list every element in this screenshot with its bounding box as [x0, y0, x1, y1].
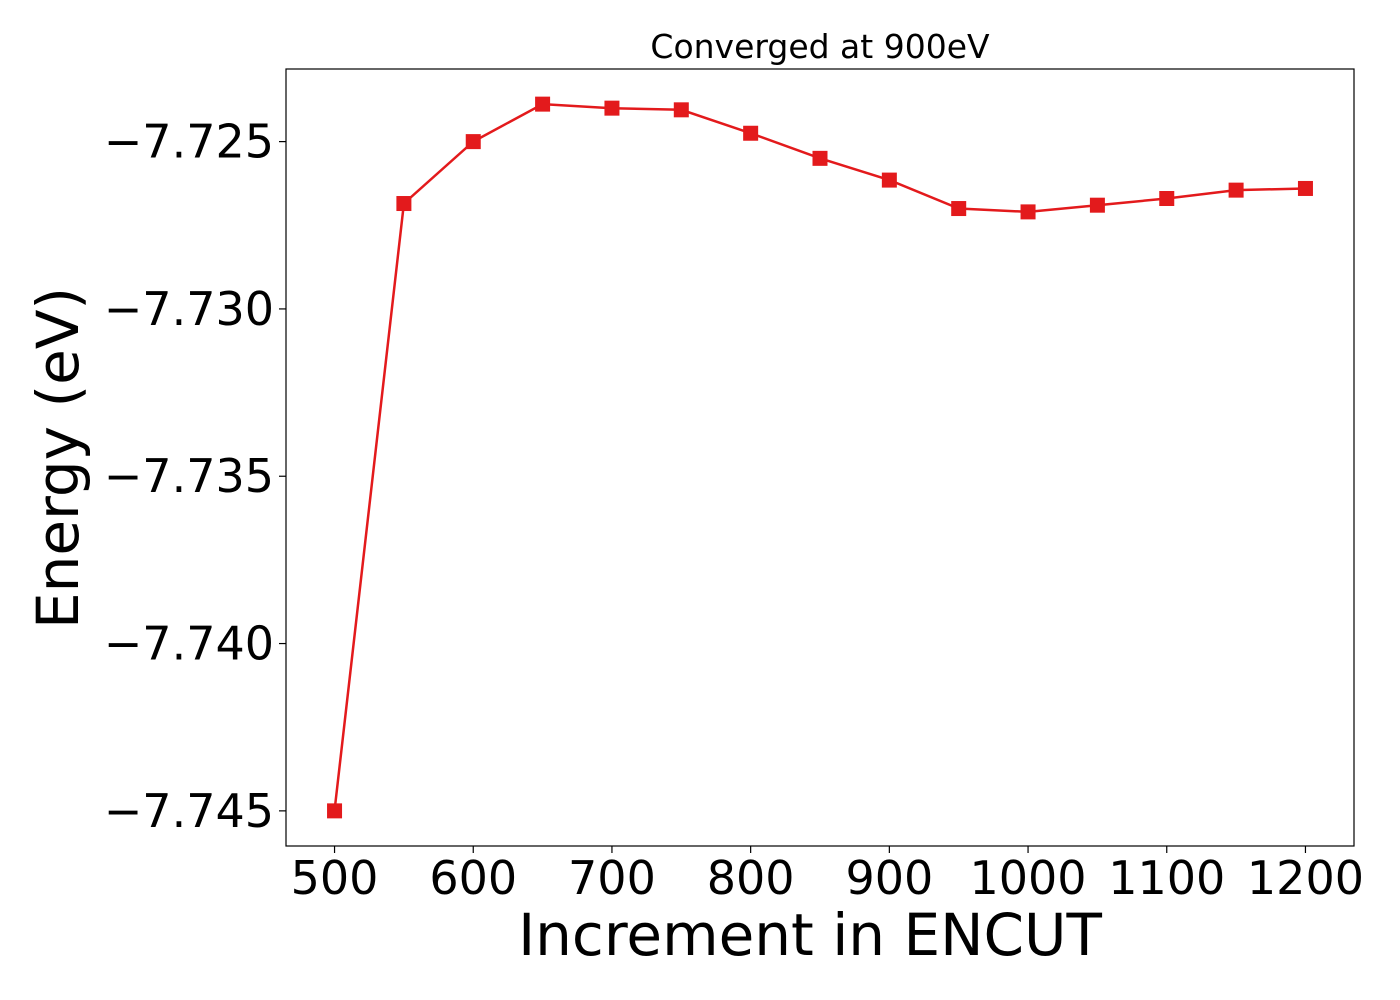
- y-tick-label: −7.725: [104, 115, 274, 169]
- chart-title: Converged at 900eV: [650, 27, 990, 66]
- data-point: [396, 196, 412, 212]
- data-point: [881, 172, 897, 188]
- data-point: [465, 134, 481, 150]
- data-point: [1020, 204, 1036, 220]
- x-tick-label: 1200: [1247, 851, 1364, 905]
- y-tick-label: −7.735: [104, 449, 274, 503]
- data-point: [951, 201, 967, 217]
- y-tick-label: −7.730: [104, 282, 274, 336]
- data-point: [604, 100, 620, 116]
- x-tick-label: 500: [291, 851, 379, 905]
- x-tick-label: 800: [707, 851, 795, 905]
- y-tick-label: −7.745: [104, 784, 274, 838]
- data-point: [1159, 191, 1175, 206]
- x-axis-label: Increment in ENCUT: [518, 901, 1102, 969]
- x-tick-label: 600: [429, 851, 517, 905]
- data-point: [535, 96, 551, 112]
- data-point: [1089, 197, 1105, 213]
- data-point: [812, 150, 828, 166]
- x-tick-label: 900: [845, 851, 933, 905]
- x-tick-label: 1100: [1108, 851, 1225, 905]
- data-point: [1297, 180, 1313, 196]
- plot-marks: [327, 96, 1313, 819]
- x-tick-label: 1000: [970, 851, 1087, 905]
- data-point: [327, 803, 343, 819]
- data-point: [743, 125, 759, 141]
- y-axis-label: Energy (eV): [24, 287, 92, 629]
- y-tick-label: −7.740: [104, 617, 274, 671]
- x-tick-label: 700: [568, 851, 656, 905]
- axes: 500 600 700 800 900 1000 1100 1200 −7.725 −7.730 −…: [104, 68, 1364, 905]
- data-point: [673, 102, 689, 118]
- data-point: [1228, 182, 1244, 198]
- plot-frame: [285, 68, 1355, 847]
